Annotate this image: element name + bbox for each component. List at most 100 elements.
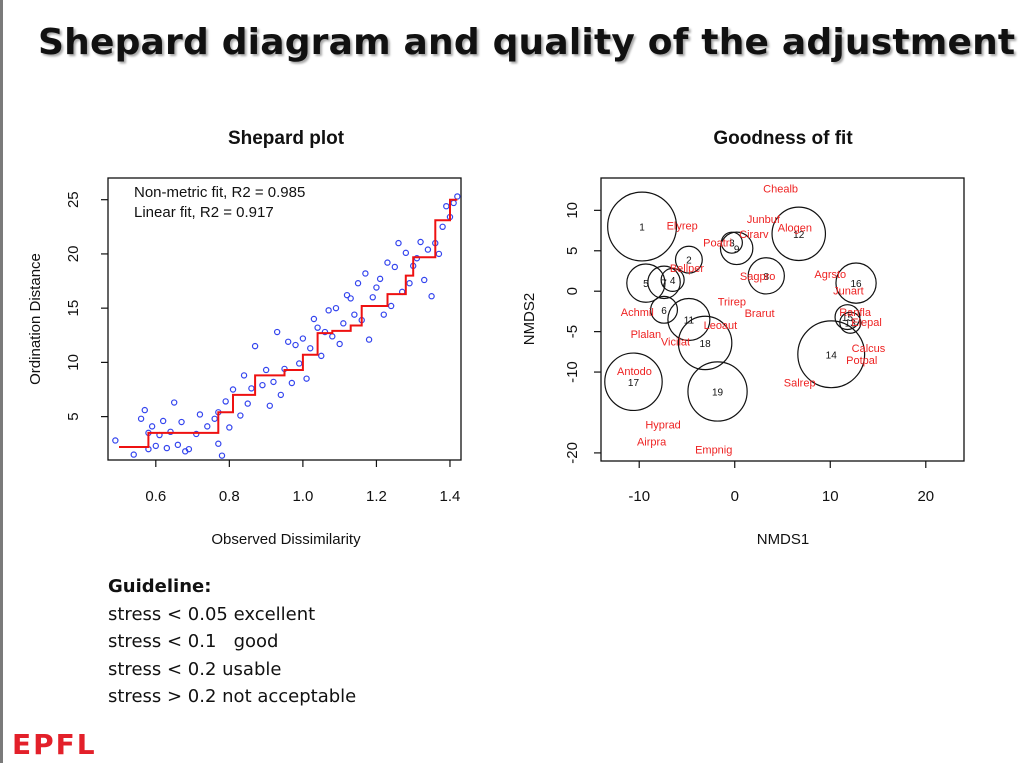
shepard-point bbox=[325, 307, 332, 314]
stress-guideline: Guideline: stress < 0.05 excellent stres… bbox=[108, 573, 356, 711]
shepard-point bbox=[417, 238, 424, 246]
shepard-point bbox=[424, 246, 432, 253]
site-circle bbox=[674, 245, 703, 274]
shepard-point bbox=[244, 400, 251, 407]
shepard-point bbox=[321, 328, 329, 336]
site-circle bbox=[719, 231, 754, 266]
guideline-line: stress > 0.2 not acceptable bbox=[108, 686, 357, 707]
y-tick-label: 10 bbox=[65, 354, 82, 371]
species-label: Plalan bbox=[631, 329, 662, 341]
species-label: Trirep bbox=[718, 297, 746, 309]
shepard-point bbox=[395, 239, 402, 247]
x-tick-label: 0 bbox=[731, 488, 739, 505]
species-label: Vicilat bbox=[661, 336, 690, 348]
site-circle bbox=[650, 295, 679, 324]
shepard-point bbox=[215, 440, 222, 447]
y-tick-label: 25 bbox=[65, 191, 82, 208]
shepard-point bbox=[148, 423, 156, 430]
site-circle bbox=[647, 265, 681, 300]
shepard-point bbox=[340, 320, 347, 327]
site-circle bbox=[771, 206, 827, 262]
species-label: Chealb bbox=[763, 184, 798, 196]
shepard-point bbox=[130, 451, 137, 458]
shepard-point bbox=[336, 340, 343, 348]
x-tick-label: 1.2 bbox=[366, 488, 387, 505]
species-label: Poatri bbox=[703, 238, 732, 250]
species-label: Airpra bbox=[637, 437, 667, 449]
y-tick-label: 5 bbox=[564, 247, 581, 255]
shepard-point bbox=[318, 352, 325, 360]
site-label: 3 bbox=[729, 239, 735, 250]
species-label: Leoaut bbox=[704, 320, 738, 332]
species-label: Antodo bbox=[617, 366, 652, 378]
slide-title: Shepard diagram and quality of the adjus… bbox=[38, 22, 1016, 63]
site-circle bbox=[747, 257, 785, 295]
shepard-point bbox=[443, 202, 450, 210]
y-tick-label: 20 bbox=[65, 246, 82, 263]
shepard-point bbox=[373, 284, 380, 291]
site-label: 1 bbox=[639, 223, 645, 234]
shepard-point bbox=[259, 381, 266, 389]
shepard-point bbox=[163, 444, 171, 452]
shepard-annotation-nonmetric: Non-metric fit, R2 = 0.985 bbox=[134, 184, 305, 201]
shepard-plot-frame bbox=[107, 177, 462, 461]
shepard-point bbox=[428, 293, 435, 300]
shepard-point bbox=[332, 304, 340, 312]
shepard-point bbox=[112, 437, 119, 444]
species-label: Salrep bbox=[784, 378, 816, 390]
shepard-point bbox=[229, 386, 237, 393]
species-label: Brarut bbox=[745, 308, 775, 320]
site-label: 13 bbox=[845, 319, 857, 330]
shepard-point bbox=[174, 441, 182, 449]
species-label: Agrsto bbox=[814, 269, 846, 281]
shepard-point bbox=[299, 335, 307, 342]
shepard-point bbox=[240, 372, 248, 379]
shepard-point bbox=[380, 311, 387, 318]
shepard-point bbox=[435, 250, 443, 258]
site-circle bbox=[835, 262, 877, 304]
shepard-point bbox=[251, 342, 259, 350]
shepard-step-fit-line bbox=[119, 198, 458, 448]
shepard-point bbox=[159, 417, 167, 425]
x-tick-label: 1.4 bbox=[440, 488, 461, 505]
y-tick-label: 10 bbox=[564, 202, 581, 219]
gof-plot-frame bbox=[600, 177, 965, 462]
site-circle bbox=[626, 263, 666, 303]
y-tick-label: -10 bbox=[564, 361, 581, 383]
shepard-point bbox=[384, 259, 391, 266]
gof-x-axis: -10 0 10 20 bbox=[628, 461, 934, 505]
shepard-point bbox=[292, 341, 299, 349]
shepard-point bbox=[226, 424, 233, 431]
shepard-point bbox=[170, 399, 178, 406]
site-label: 2 bbox=[686, 256, 692, 267]
gof-x-label: NMDS1 bbox=[757, 531, 810, 548]
gof-y-label: NMDS2 bbox=[521, 293, 538, 346]
site-label: 4 bbox=[670, 276, 676, 287]
shepard-point bbox=[391, 263, 399, 271]
shepard-y-label: Ordination Distance bbox=[27, 253, 44, 385]
guideline-line: stress < 0.2 usable bbox=[108, 658, 282, 680]
species-label: Elyrep bbox=[667, 221, 698, 233]
species-label: Cirarv bbox=[739, 229, 769, 241]
site-circle bbox=[720, 231, 743, 254]
species-label: Bellper bbox=[670, 263, 705, 275]
x-tick-label: -10 bbox=[628, 488, 650, 505]
guideline-line: stress < 0.05 excellent bbox=[108, 603, 316, 625]
shepard-x-axis: 0.6 0.8 1.0 1.2 1.4 bbox=[145, 460, 460, 505]
y-tick-label: 0 bbox=[564, 287, 581, 295]
shepard-point bbox=[137, 415, 145, 422]
site-circle bbox=[677, 315, 733, 371]
site-circle bbox=[607, 191, 678, 262]
shepard-x-label: Observed Dissimilarity bbox=[211, 531, 361, 548]
shepard-point bbox=[365, 336, 373, 343]
shepard-point bbox=[193, 430, 200, 438]
shepard-point bbox=[237, 412, 244, 419]
gof-y-axis: 10 5 0 -5 -10 -20 bbox=[564, 202, 601, 464]
shepard-point bbox=[406, 280, 413, 287]
shepard-point bbox=[303, 375, 310, 382]
shepard-point bbox=[266, 402, 273, 409]
shepard-point bbox=[167, 428, 174, 435]
